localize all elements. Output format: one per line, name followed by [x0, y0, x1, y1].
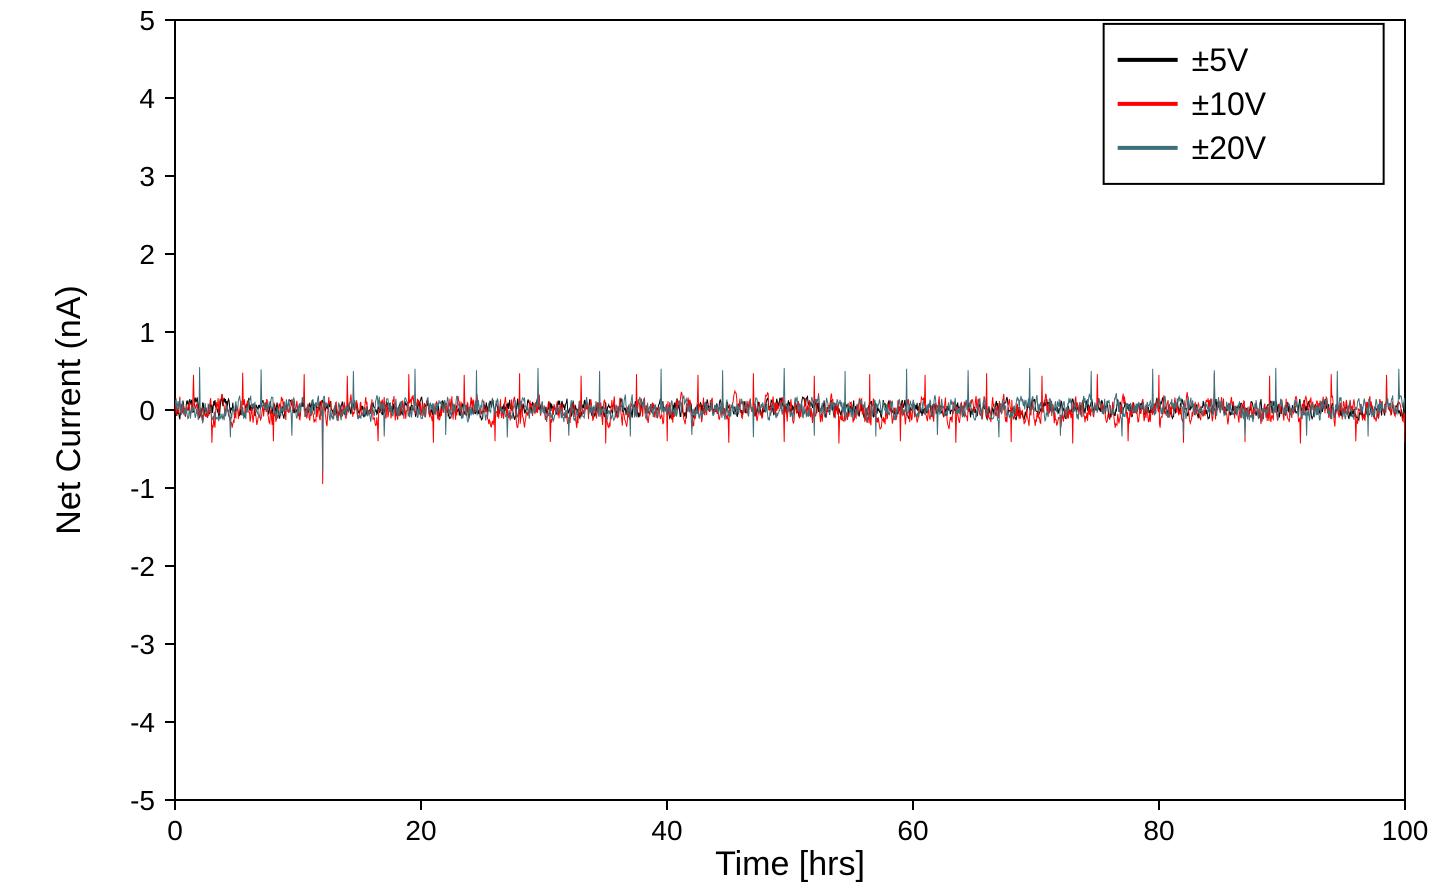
x-tick-label: 60 — [897, 815, 928, 846]
legend: ±5V ±10V ±20V — [1104, 24, 1384, 184]
line-chart: 0 20 40 60 80 100 -5 -4 -3 -2 -1 0 1 2 3 4 5 Time [hrs] Ne… — [0, 0, 1429, 886]
legend-label: ±5V — [1192, 42, 1249, 78]
y-tick-label: -5 — [130, 785, 155, 816]
x-tick-label: 20 — [405, 815, 436, 846]
y-tick-label: 1 — [139, 317, 155, 348]
x-tick-label: 40 — [651, 815, 682, 846]
y-tick-label: 4 — [139, 83, 155, 114]
y-tick-label: -2 — [130, 551, 155, 582]
legend-label: ±10V — [1192, 86, 1267, 122]
y-tick-label: 3 — [139, 161, 155, 192]
x-tick-label: 0 — [167, 815, 183, 846]
x-axis-label: Time [hrs] — [715, 845, 865, 883]
x-tick-label: 100 — [1382, 815, 1429, 846]
y-tick-label: 2 — [139, 239, 155, 270]
y-tick-label: 5 — [139, 5, 155, 36]
y-tick-label: -1 — [130, 473, 155, 504]
x-tick-label: 80 — [1143, 815, 1174, 846]
y-tick-label: -4 — [130, 707, 155, 738]
y-tick-label: 0 — [139, 395, 155, 426]
chart-container: 0 20 40 60 80 100 -5 -4 -3 -2 -1 0 1 2 3 4 5 Time [hrs] Ne… — [0, 0, 1429, 886]
y-tick-label: -3 — [130, 629, 155, 660]
y-axis-label: Net Current (nA) — [50, 285, 88, 534]
legend-label: ±20V — [1192, 130, 1267, 166]
